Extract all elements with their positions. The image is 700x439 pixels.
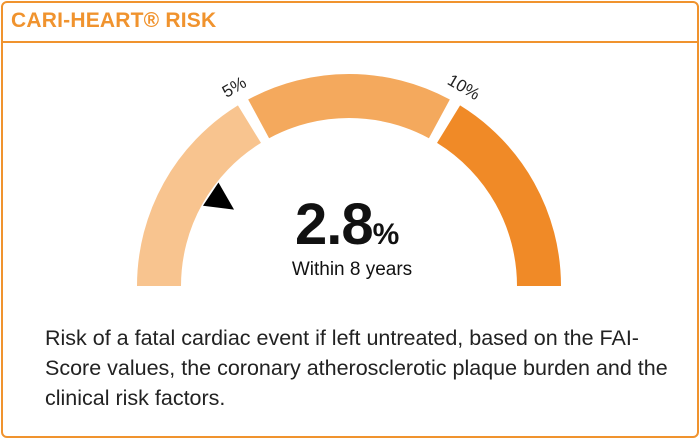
risk-description: Risk of a fatal cardiac event if left un… bbox=[45, 326, 668, 410]
gauge-pointer-icon bbox=[202, 182, 235, 210]
title-divider bbox=[3, 41, 697, 43]
gauge-segment-low bbox=[137, 105, 261, 286]
risk-gauge: 5% 10% bbox=[137, 71, 561, 286]
threshold-label-10: 10% bbox=[444, 71, 483, 104]
card-title: CARI-HEART® RISK bbox=[11, 9, 217, 32]
risk-value: 2.8% bbox=[295, 191, 399, 258]
gauge-segment-mid bbox=[248, 73, 450, 139]
gauge-segment-high bbox=[437, 105, 561, 286]
risk-value-number: 2.8 bbox=[295, 192, 374, 257]
risk-caption: Within 8 years bbox=[291, 259, 413, 280]
threshold-label-5: 5% bbox=[219, 73, 250, 102]
risk-value-unit: % bbox=[372, 218, 400, 251]
